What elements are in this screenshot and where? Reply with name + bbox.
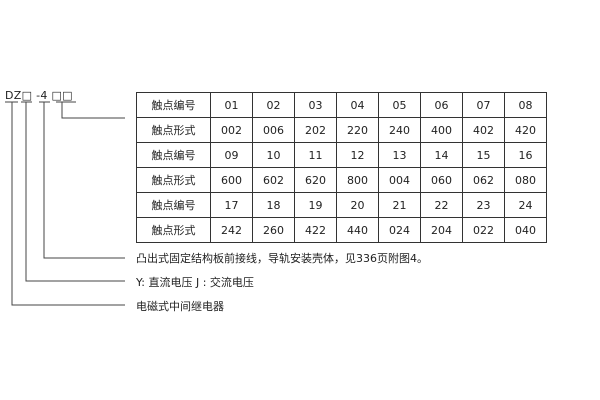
table-cell: 024	[378, 217, 421, 243]
note-voltage: Y: 直流电压 J : 交流电压	[136, 276, 254, 289]
table-cell: 004	[378, 167, 421, 193]
table-cell: 420	[504, 117, 547, 143]
table-cell: 402	[462, 117, 505, 143]
table-cell: 204	[420, 217, 463, 243]
table-row: 触点形式 600 602 620 800 004 060 062 080	[136, 167, 547, 193]
table-cell: 24	[504, 192, 547, 218]
table-cell: 21	[378, 192, 421, 218]
table-row: 触点编号 09 10 11 12 13 14 15 16	[136, 142, 547, 168]
table-row: 触点形式 002 006 202 220 240 400 402 420	[136, 117, 547, 143]
table-row: 触点编号 17 18 19 20 21 22 23 24	[136, 192, 547, 218]
table-cell: 16	[504, 142, 547, 168]
leader-voltage	[21, 101, 125, 282]
table-cell: 060	[420, 167, 463, 193]
table-cell: 400	[420, 117, 463, 143]
table-cell: 18	[252, 192, 295, 218]
table-cell: 620	[294, 167, 337, 193]
note-mounting: 凸出式固定结构板前接线，导轨安装壳体，见336页附图4。	[136, 252, 428, 265]
table-cell: 220	[336, 117, 379, 143]
table-cell: 600	[210, 167, 253, 193]
table-cell: 13	[378, 142, 421, 168]
table-cell: 05	[378, 92, 421, 118]
table-cell: 09	[210, 142, 253, 168]
table-cell: 14	[420, 142, 463, 168]
row-label: 触点形式	[136, 217, 211, 243]
table-cell: 006	[252, 117, 295, 143]
note-relay-type: 电磁式中间继电器	[136, 300, 224, 313]
leader-mounting	[39, 101, 125, 259]
table-cell: 440	[336, 217, 379, 243]
leader-type	[5, 101, 125, 306]
row-label: 触点形式	[136, 117, 211, 143]
table-cell: 04	[336, 92, 379, 118]
table-cell: 20	[336, 192, 379, 218]
table-cell: 260	[252, 217, 295, 243]
table-cell: 062	[462, 167, 505, 193]
table-cell: 422	[294, 217, 337, 243]
table-cell: 08	[504, 92, 547, 118]
table-cell: 040	[504, 217, 547, 243]
table-cell: 22	[420, 192, 463, 218]
table-cell: 17	[210, 192, 253, 218]
table-cell: 06	[420, 92, 463, 118]
table-cell: 080	[504, 167, 547, 193]
contact-table: 触点编号 01 02 03 04 05 06 07 08 触点形式 002 006 202 220 240 4…	[136, 92, 547, 243]
table-cell: 02	[252, 92, 295, 118]
table-row: 触点编号 01 02 03 04 05 06 07 08	[136, 92, 547, 118]
table-cell: 12	[336, 142, 379, 168]
table-cell: 19	[294, 192, 337, 218]
row-label: 触点编号	[136, 142, 211, 168]
table-cell: 240	[378, 117, 421, 143]
table-cell: 602	[252, 167, 295, 193]
table-cell: 800	[336, 167, 379, 193]
table-cell: 202	[294, 117, 337, 143]
leader-contact-code	[56, 101, 125, 119]
table-cell: 10	[252, 142, 295, 168]
table-cell: 01	[210, 92, 253, 118]
row-label: 触点编号	[136, 92, 211, 118]
row-label: 触点形式	[136, 167, 211, 193]
table-cell: 002	[210, 117, 253, 143]
table-cell: 07	[462, 92, 505, 118]
row-label: 触点编号	[136, 192, 211, 218]
table-cell: 15	[462, 142, 505, 168]
model-code: DZ□ -4 □□	[5, 89, 73, 102]
table-cell: 242	[210, 217, 253, 243]
table-row: 触点形式 242 260 422 440 024 204 022 040	[136, 217, 547, 243]
table-cell: 23	[462, 192, 505, 218]
table-cell: 11	[294, 142, 337, 168]
table-cell: 022	[462, 217, 505, 243]
table-cell: 03	[294, 92, 337, 118]
